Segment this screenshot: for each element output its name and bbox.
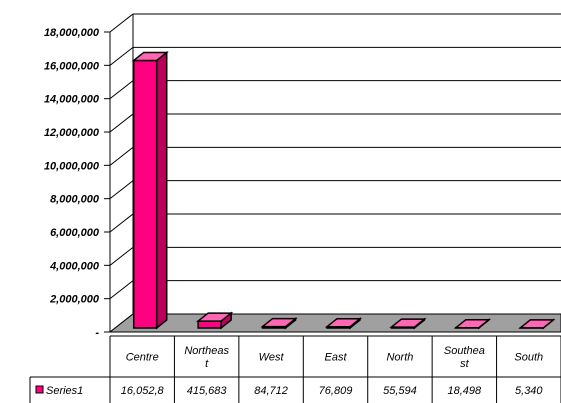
bar-top-face [260, 317, 298, 328]
y-tick-label: 12,000,000 [44, 127, 100, 139]
y-tick-label: 16,000,000 [44, 60, 100, 72]
y-tick-label: - [95, 327, 99, 339]
bar-front-face [132, 59, 158, 329]
table-value: 415,683 [187, 385, 228, 397]
category-label: West [259, 352, 285, 364]
side-wall-gridline [109, 113, 134, 133]
bar [260, 317, 298, 330]
side-wall-gridline [109, 46, 134, 66]
bar [518, 318, 556, 330]
bar-side-face [155, 50, 168, 330]
y-tick-label: 6,000,000 [50, 227, 100, 239]
table-value: 84,712 [254, 385, 288, 397]
bar-top-face [453, 318, 491, 329]
side-wall-gridline [109, 13, 134, 33]
side-wall-gridline [109, 146, 134, 166]
bar [453, 318, 491, 330]
bar-front-face [197, 320, 222, 329]
y-tick-label: 4,000,000 [49, 260, 100, 272]
table-value: 76,809 [319, 385, 353, 397]
bar-top-face [196, 312, 234, 322]
bars [131, 50, 556, 330]
y-tick-label: 10,000,000 [44, 160, 100, 172]
side-wall-gridline [109, 280, 134, 300]
y-tick-label: 18,000,000 [44, 27, 100, 39]
category-label: South [514, 352, 543, 364]
table-value: 18,498 [448, 385, 483, 397]
bar [196, 311, 234, 330]
side-wall-gridline [109, 80, 134, 100]
bar-top-face [518, 319, 556, 329]
category-label: Southea [444, 345, 485, 357]
category-label: Northeas [184, 345, 229, 357]
series-name: Series1 [46, 385, 83, 397]
y-tick-label: 8,000,000 [50, 194, 100, 206]
side-wall-gridline [109, 246, 134, 266]
y-tick-label: 14,000,000 [44, 94, 100, 106]
legend-key-swatch [35, 385, 44, 394]
category-label: Centre [126, 352, 159, 364]
category-label: t [205, 358, 209, 370]
table-value: 5,340 [515, 385, 543, 397]
bar [389, 317, 427, 330]
side-wall-gridline [109, 180, 134, 200]
gridlines [104, 13, 561, 333]
category-label: East [324, 352, 347, 364]
side-wall-gridline [109, 213, 134, 233]
y-axis-tick-labels: - 2,000,000 4,000,000 6,000,000 8,000,000 10,… [44, 27, 100, 339]
bar-top-face [324, 317, 363, 328]
table-value: 55,594 [383, 385, 417, 397]
category-label: North [386, 352, 413, 364]
y-tick-label: 2,000,000 [49, 294, 100, 306]
bar-top-face [131, 51, 169, 62]
bar-top-face [389, 318, 427, 328]
table-value: 16,052,8 [121, 385, 165, 397]
bar [131, 50, 169, 330]
bar [324, 317, 363, 330]
category-label: st [460, 358, 470, 370]
